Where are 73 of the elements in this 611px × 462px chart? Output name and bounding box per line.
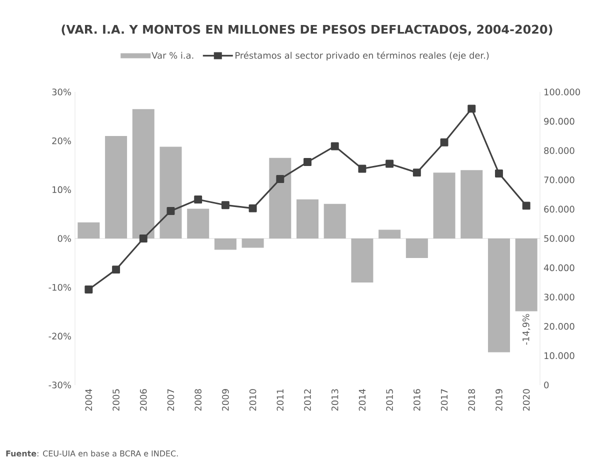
y2-tick-label: 80.000 [544,147,574,154]
bar [214,238,236,250]
x-tick-label: 2005 [112,389,120,411]
x-tick-label: 2017 [440,389,448,411]
legend-label: Préstamos al sector privado en términos reales (eje der.) [236,51,489,61]
point [139,234,148,242]
y2-tick-label: 20.000 [544,323,574,330]
point [440,138,448,146]
y-tick-label: 30% [52,88,71,96]
y2-tick-label: 40.000 [544,264,574,272]
point [221,201,230,210]
y-tick-label: 10% [52,186,71,194]
bar [406,238,428,258]
bar [269,158,292,238]
point [468,104,476,113]
y2-tick-label: 90.000 [544,118,574,125]
x-tick-label: 2018 [468,389,476,411]
x-tick-label: 2008 [194,389,202,411]
bar [296,199,319,238]
y2-tick-label: 70.000 [544,176,574,184]
x-tick-label: 2012 [304,389,311,411]
x-tick-label: 2013 [331,389,338,411]
bar [187,208,210,238]
point [166,206,175,215]
bar [488,238,510,352]
point [194,196,202,204]
bar [242,238,264,248]
point [358,164,366,173]
y2-tick-label: 100.000 [544,88,580,96]
bar [160,146,182,238]
point [494,169,503,178]
x-tick-label: 2011 [276,389,284,411]
x-tick-label: 2019 [496,389,502,411]
bar [105,136,128,238]
y-tick-label: 0% [58,235,71,242]
x-tick-label: 2004 [85,389,92,411]
bar [351,238,374,282]
y2-tick-label: 0 [544,382,549,388]
x-tick-label: 2015 [386,389,393,411]
bar [132,109,154,238]
bar [460,170,483,238]
y-tick-label: -20% [48,332,71,340]
point [84,285,93,294]
bar [378,230,401,238]
x-tick-label: 2010 [249,389,256,411]
chart-title: (VAR. I.A. Y MONTOS EN MILLONES DE PESOS DEFLACTADOS, 2004-2020) [62,24,552,36]
point [386,160,394,168]
y2-tick-label: 50.000 [544,235,574,242]
y2-tick-label: 30.000 [544,294,574,300]
y-tick-label: -30% [48,382,71,388]
y2-tick-label: 60.000 [544,206,574,213]
x-tick-label: 2009 [222,389,229,411]
point [522,202,530,210]
x-tick-label: 2007 [167,389,174,411]
point [248,204,257,212]
point [412,168,421,177]
bar [433,172,456,238]
bar [78,222,100,238]
x-tick-label: 2006 [140,389,147,411]
point [330,142,339,150]
legend-label: Var % i.a. [152,52,194,59]
y-tick-label: -10% [48,284,71,291]
data-label: -14,9% [522,314,530,345]
x-tick-label: 2020 [522,389,530,411]
y2-tick-label: 10.000 [544,352,574,360]
bar [324,204,346,238]
point [304,158,312,166]
point [276,175,284,184]
point [112,266,120,274]
x-tick-label: 2016 [414,389,420,411]
x-tick-label: 2014 [358,389,366,411]
bar [515,238,538,312]
y-tick-label: 20% [52,137,71,144]
